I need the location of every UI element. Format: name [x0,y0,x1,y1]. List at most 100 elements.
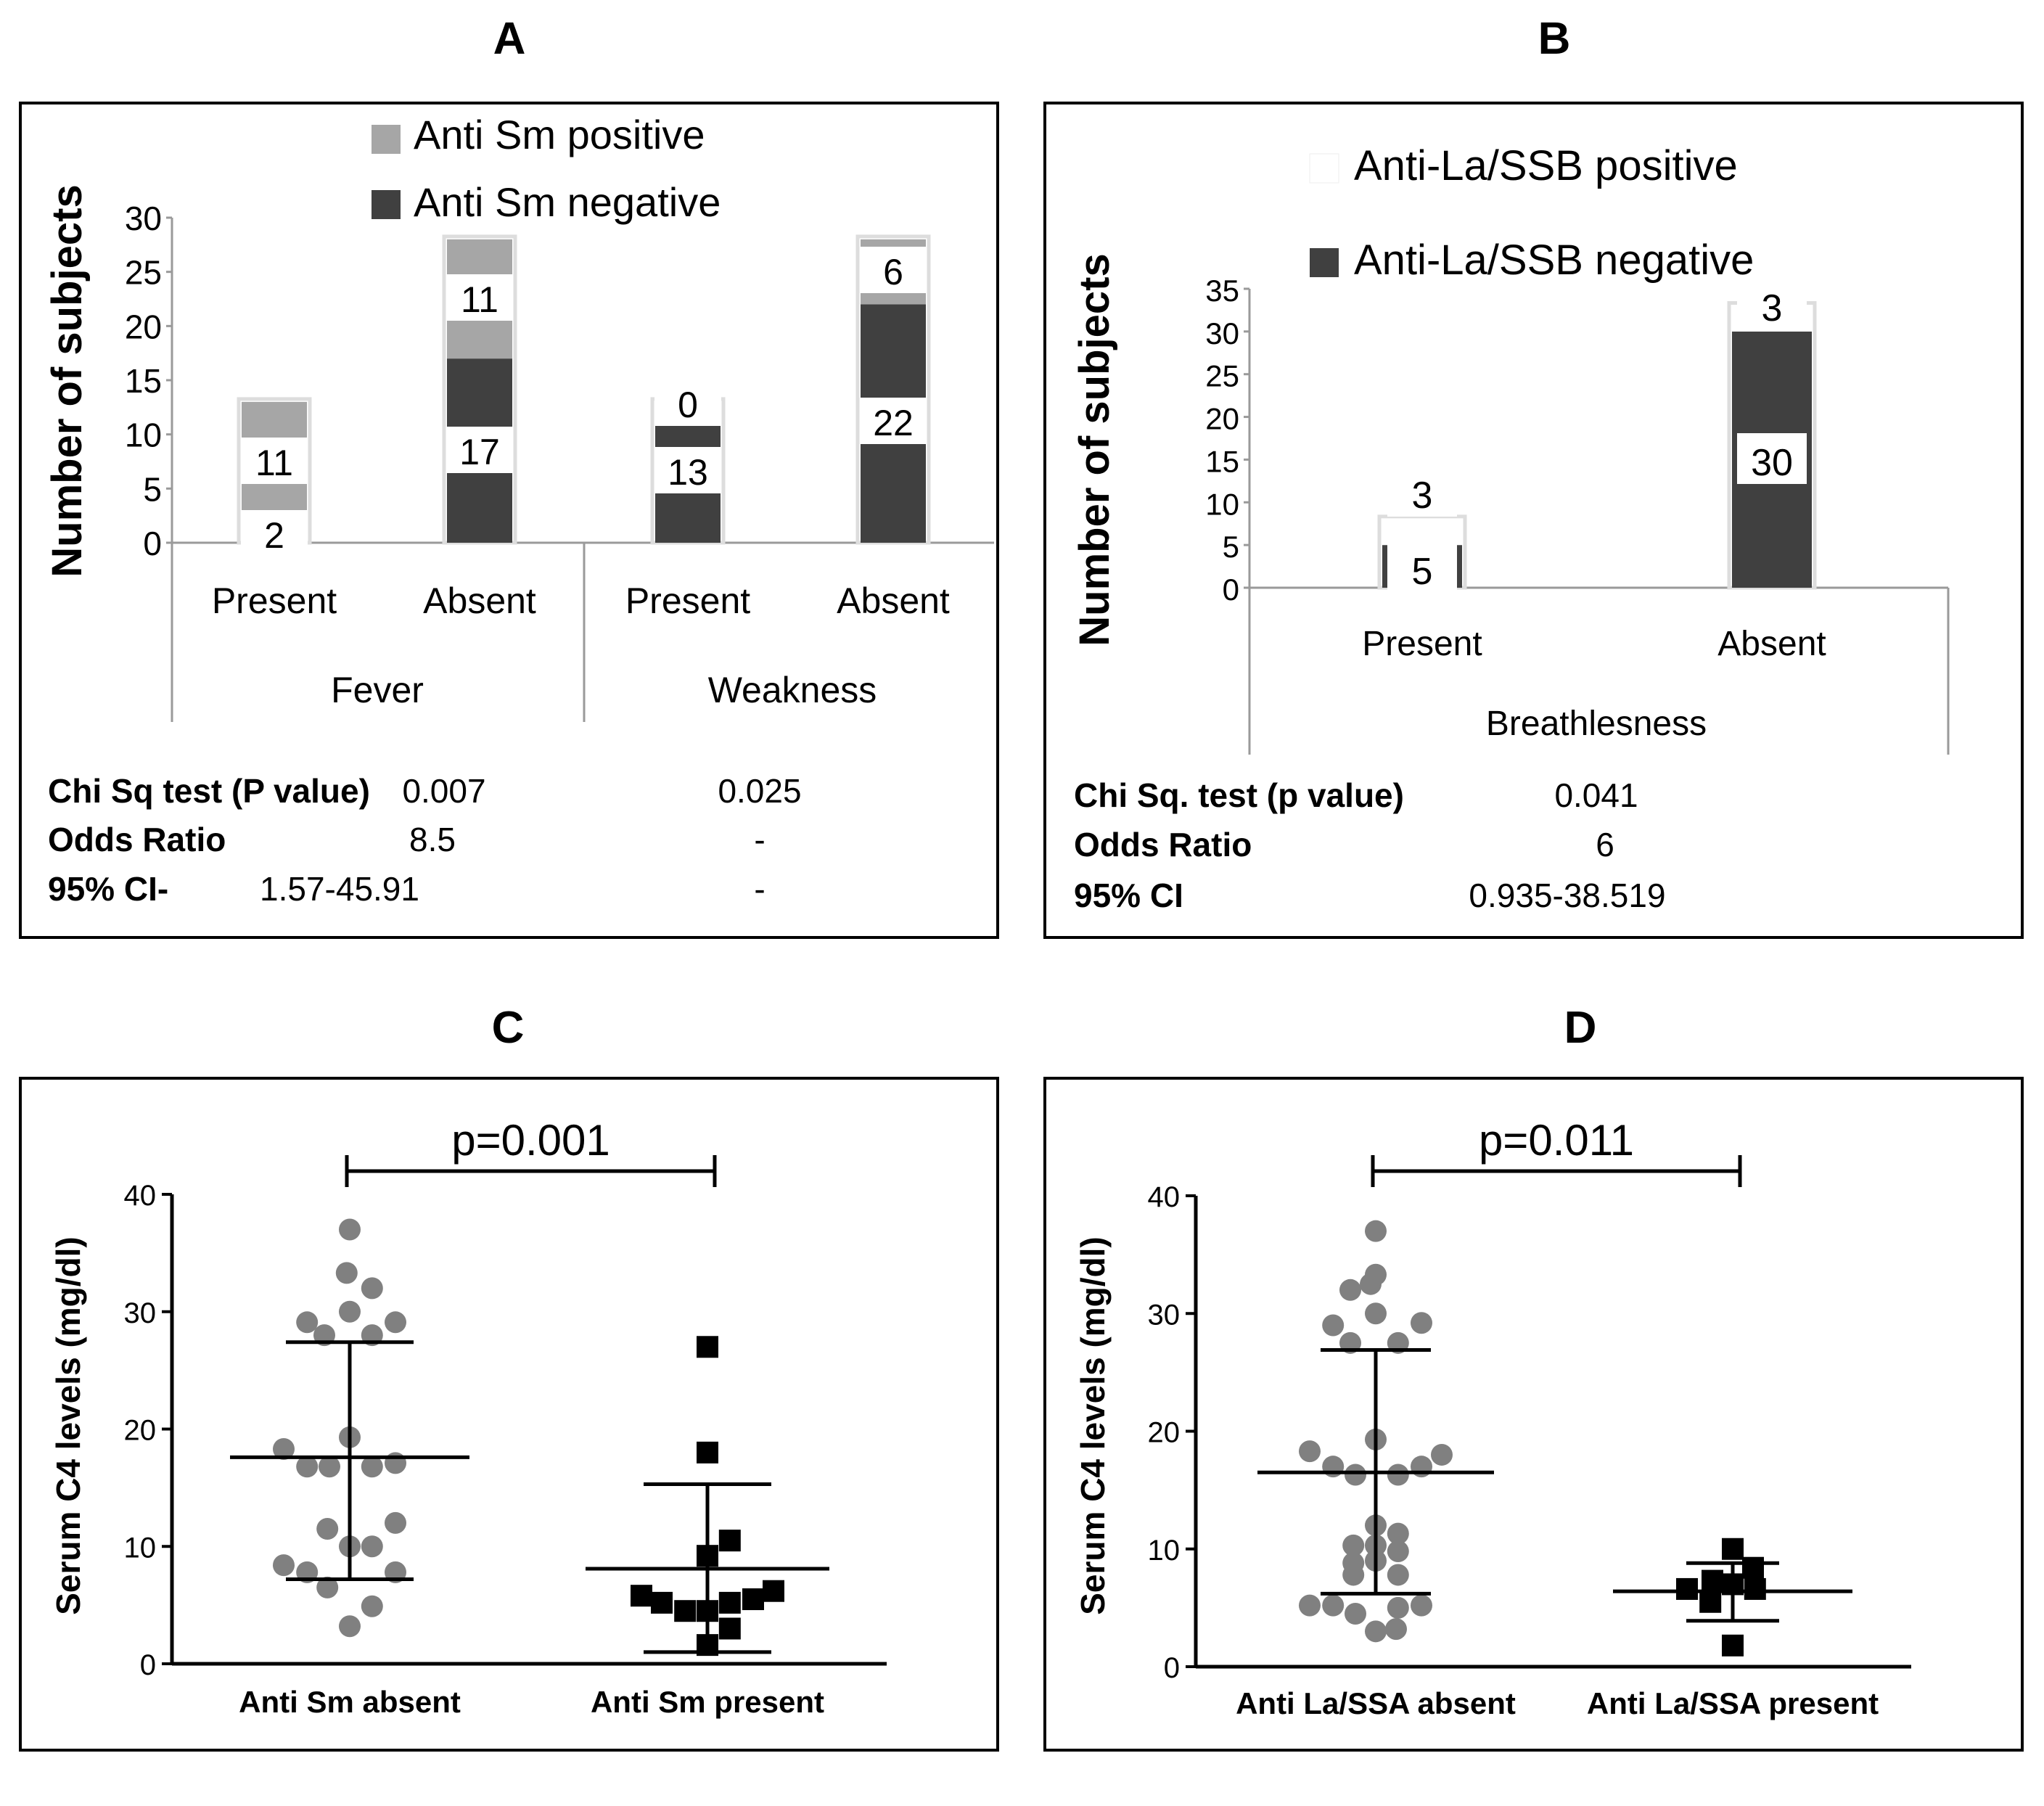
data-label-box [446,427,513,473]
data-point [1699,1590,1722,1613]
legend-positive-swatch [372,125,401,154]
data-label-negative-0: 2 [264,515,284,556]
data-label-positive-0: 3 [1412,475,1433,517]
legend-positive-label: Anti-La/SSB positive [1354,142,1738,189]
data-point [1342,1564,1365,1586]
legend-negative-label: Anti-La/SSB negative [1354,237,1754,284]
y-tick-label: 0 [143,525,162,562]
stats-odds-value: 6 [1596,826,1614,863]
data-point [339,1300,361,1323]
data-label-box [860,247,927,293]
data-point [339,1615,361,1638]
stats-chisq-value: 0.041 [1554,776,1638,814]
data-point [1345,1602,1366,1625]
data-point [316,1576,339,1598]
data-point [718,1530,741,1552]
data-point [1431,1443,1453,1466]
data-point [697,1336,718,1358]
data-point [1387,1522,1409,1545]
stats-chisq-fever: 0.007 [402,772,485,810]
y-tick-label: 10 [1205,487,1239,521]
data-label-positive-3: 6 [883,252,903,292]
stats-odds-weakness: - [754,821,765,858]
data-label-box [446,274,513,321]
data-point [1345,1464,1366,1486]
data-point [1411,1594,1432,1617]
panel-letter-b: B [1538,14,1571,64]
y-tick-label: 0 [1223,572,1239,607]
data-label-positive-0: 11 [255,443,293,483]
x-group-label: Breathlesness [1486,705,1707,743]
y-tick-label: 30 [124,1297,157,1329]
data-point [1339,1278,1361,1301]
data-point [697,1441,718,1464]
panel-d: Serum C4 levels (mg/dl) 0 10 20 30 40 Anti La… [1074,1116,1911,1720]
stats-ci-label: 95% CI [1074,877,1183,914]
y-tick-label: 30 [1205,316,1239,350]
data-point [385,1311,406,1334]
y-tick-label: 10 [1148,1535,1181,1567]
data-label-box [241,510,308,557]
data-point [1387,1540,1409,1562]
y-tick-label: 35 [1205,274,1239,308]
data-point [1411,1312,1432,1334]
data-point [361,1456,383,1478]
y-tick-label: 20 [1205,402,1239,436]
stats-ci-weakness: - [754,870,765,908]
data-point [385,1511,406,1534]
panel-d-frame [1043,1077,2024,1752]
data-point [319,1456,340,1478]
panel-b-frame [1043,102,2024,939]
y-tick-label: 25 [1205,359,1239,393]
x-category-label: Anti Sm absent [239,1685,461,1719]
stats-chisq-label: Chi Sq. test (p value) [1074,776,1404,814]
data-point [1387,1596,1409,1619]
x-category-label: Anti La/SSA present [1587,1686,1879,1720]
data-point [316,1517,339,1540]
legend-negative-swatch [372,190,401,219]
data-point [1365,1220,1387,1242]
data-point [718,1591,741,1614]
x-category-label: Absent [423,580,536,621]
y-axis-label: Number of subjects [44,184,91,577]
data-label-negative-0: 5 [1412,551,1433,593]
data-label-box [654,379,721,426]
panel-c-frame [19,1077,999,1752]
x-group-label: Weakness [708,670,877,710]
panel-b: Anti-La/SSB positive Anti-La/SSB negativ… [1071,142,1950,914]
y-tick-label: 0 [140,1649,156,1681]
x-category-label: Present [212,580,337,621]
data-point [1744,1577,1766,1600]
data-label-positive-1: 11 [461,279,498,320]
stats-ci-label: 95% CI- [48,870,168,908]
data-point [361,1535,383,1558]
legend-positive-swatch [1309,153,1339,184]
data-point [718,1617,741,1640]
data-label-box [1737,433,1807,484]
y-axis-label: Number of subjects [1071,253,1118,646]
x-category-label: Present [1362,625,1482,663]
data-point [1676,1577,1698,1600]
x-category-label: Present [625,580,750,621]
stats-odds-label: Odds Ratio [1074,826,1252,863]
p-value-label: p=0.001 [451,1116,610,1165]
panel-a-frame [19,102,999,939]
x-category-label: Absent [837,580,950,621]
y-tick-label: 20 [124,1415,157,1447]
data-label-negative-2: 13 [668,452,708,493]
data-point [651,1591,673,1614]
panel-c: Serum C4 levels (mg/dl) 0 10 20 30 40 Anti Sm… [49,1116,887,1719]
y-tick-label: 30 [1148,1299,1181,1331]
y-tick-label: 0 [1164,1652,1180,1684]
data-label-box [654,447,721,493]
data-label-box [241,438,308,484]
x-category-label: Anti La/SSA absent [1236,1686,1516,1720]
data-label-positive-2: 0 [678,385,698,425]
stats-odds-fever: 8.5 [409,821,456,858]
y-tick-label: 15 [1205,444,1239,478]
y-tick-label: 20 [1148,1417,1181,1449]
data-point [335,1262,358,1284]
y-tick-label: 15 [125,362,162,400]
